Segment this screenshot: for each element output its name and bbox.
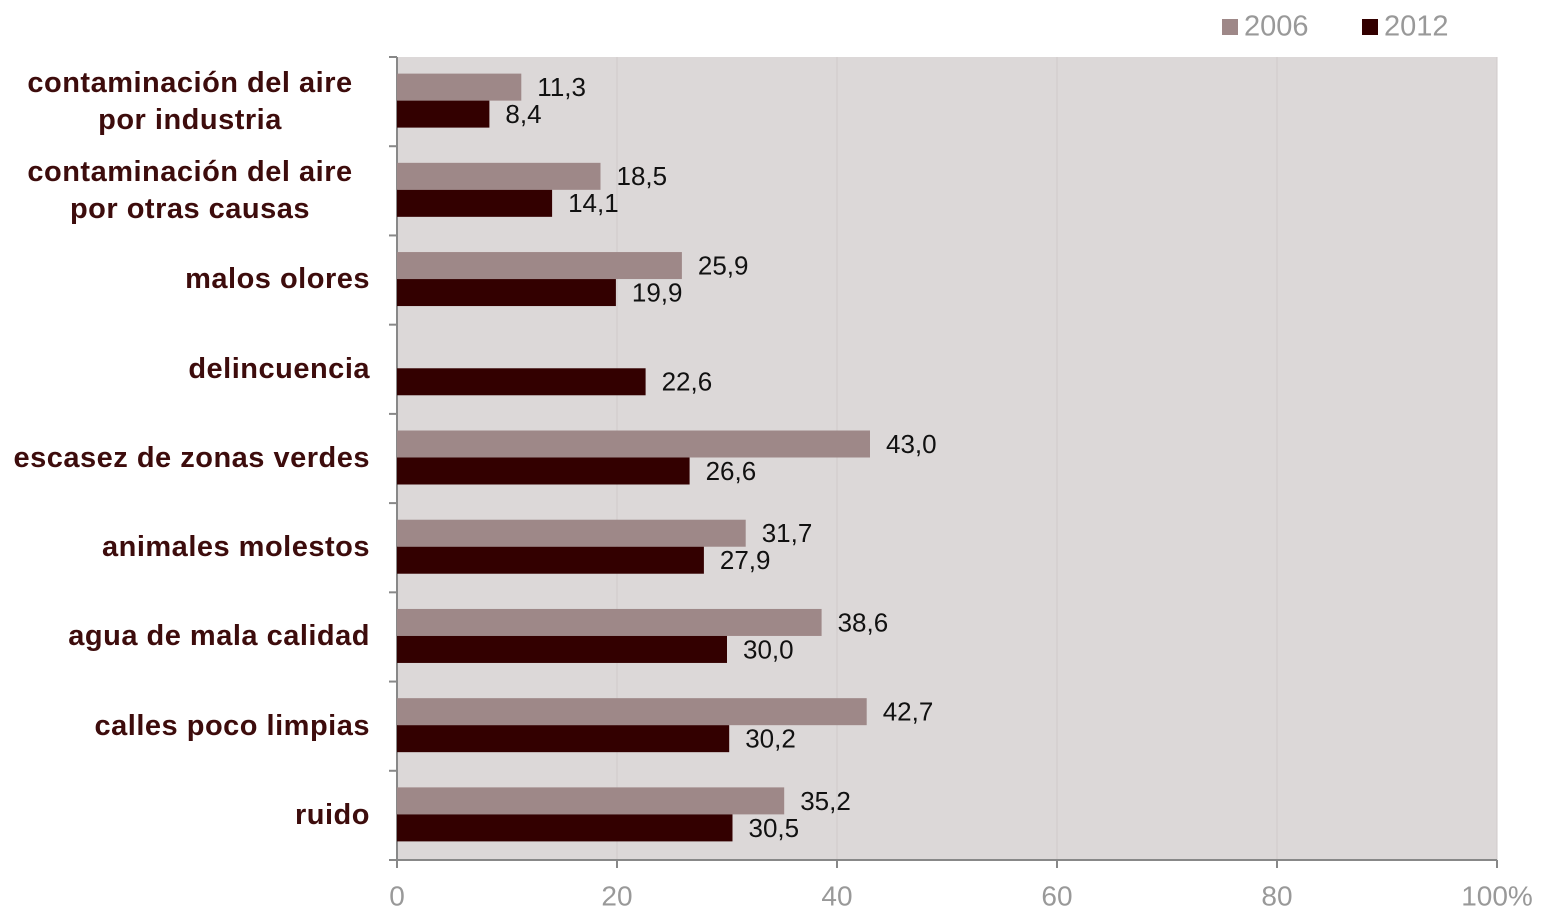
value-label: 18,5: [617, 161, 668, 191]
value-label: 25,9: [698, 250, 749, 280]
bar: [397, 189, 553, 217]
bar: [397, 252, 682, 280]
bar: [397, 279, 616, 307]
value-label: 30,2: [745, 724, 796, 754]
y-tick-label-box: animales molestos: [0, 503, 370, 592]
value-label: 42,7: [883, 697, 934, 727]
y-tick-label: escasez de zonas verdes: [13, 441, 370, 474]
value-label: 31,7: [762, 518, 813, 548]
bar: [397, 698, 867, 726]
y-tick-label-box: calles poco limpias: [0, 682, 370, 771]
legend-label: 2006: [1244, 11, 1309, 43]
value-label: 22,6: [662, 367, 713, 397]
x-tick-label: 80: [1261, 880, 1292, 911]
y-tick-label: contaminación del aire por otras causas: [27, 155, 353, 225]
bar: [397, 725, 730, 753]
y-tick-label: ruido: [295, 798, 370, 831]
bar: [397, 608, 822, 636]
legend-swatch: [1362, 19, 1378, 35]
value-label: 35,2: [800, 786, 851, 816]
x-tick-label: 20: [601, 880, 632, 911]
value-label: 38,6: [838, 607, 889, 637]
value-label: 8,4: [505, 99, 541, 129]
y-tick-label: calles poco limpias: [94, 709, 370, 742]
value-label: 30,0: [743, 634, 794, 664]
y-tick-label-box: ruido: [0, 771, 370, 860]
y-tick-label-box: contaminación del aire por otras causas: [0, 146, 370, 235]
bar: [397, 162, 601, 190]
x-tick-label: 0: [389, 880, 405, 911]
y-tick-label: animales molestos: [102, 531, 370, 564]
y-tick-label: agua de mala calidad: [68, 620, 370, 653]
y-tick-label: contaminación del aire por industria: [27, 66, 353, 136]
x-tick-label: 60: [1041, 880, 1072, 911]
bar: [397, 635, 727, 663]
bar: [397, 368, 646, 396]
value-label: 27,9: [720, 545, 771, 575]
value-label: 30,5: [749, 813, 800, 843]
x-tick-label: 40: [821, 880, 852, 911]
bar: [397, 787, 785, 815]
value-label: 14,1: [568, 188, 619, 218]
y-tick-label: malos olores: [185, 263, 370, 296]
legend-swatch: [1222, 19, 1238, 35]
bar: [397, 457, 690, 485]
bar: [397, 100, 490, 128]
y-tick-label-box: escasez de zonas verdes: [0, 414, 370, 503]
bar: [397, 430, 870, 458]
y-tick-label-box: agua de mala calidad: [0, 592, 370, 681]
bar: [397, 519, 746, 547]
y-tick-label-box: contaminación del aire por industria: [0, 57, 370, 146]
value-label: 43,0: [886, 429, 937, 459]
y-tick-label-box: delincuencia: [0, 325, 370, 414]
legend-label: 2012: [1384, 11, 1449, 43]
bar: [397, 814, 733, 842]
y-tick-label: delincuencia: [188, 352, 370, 385]
value-label: 26,6: [706, 456, 757, 486]
bar: [397, 546, 704, 574]
bar: [397, 73, 522, 101]
x-tick-label: 100%: [1461, 880, 1533, 911]
value-label: 19,9: [632, 277, 683, 307]
value-label: 11,3: [537, 72, 586, 102]
y-tick-label-box: malos olores: [0, 235, 370, 324]
